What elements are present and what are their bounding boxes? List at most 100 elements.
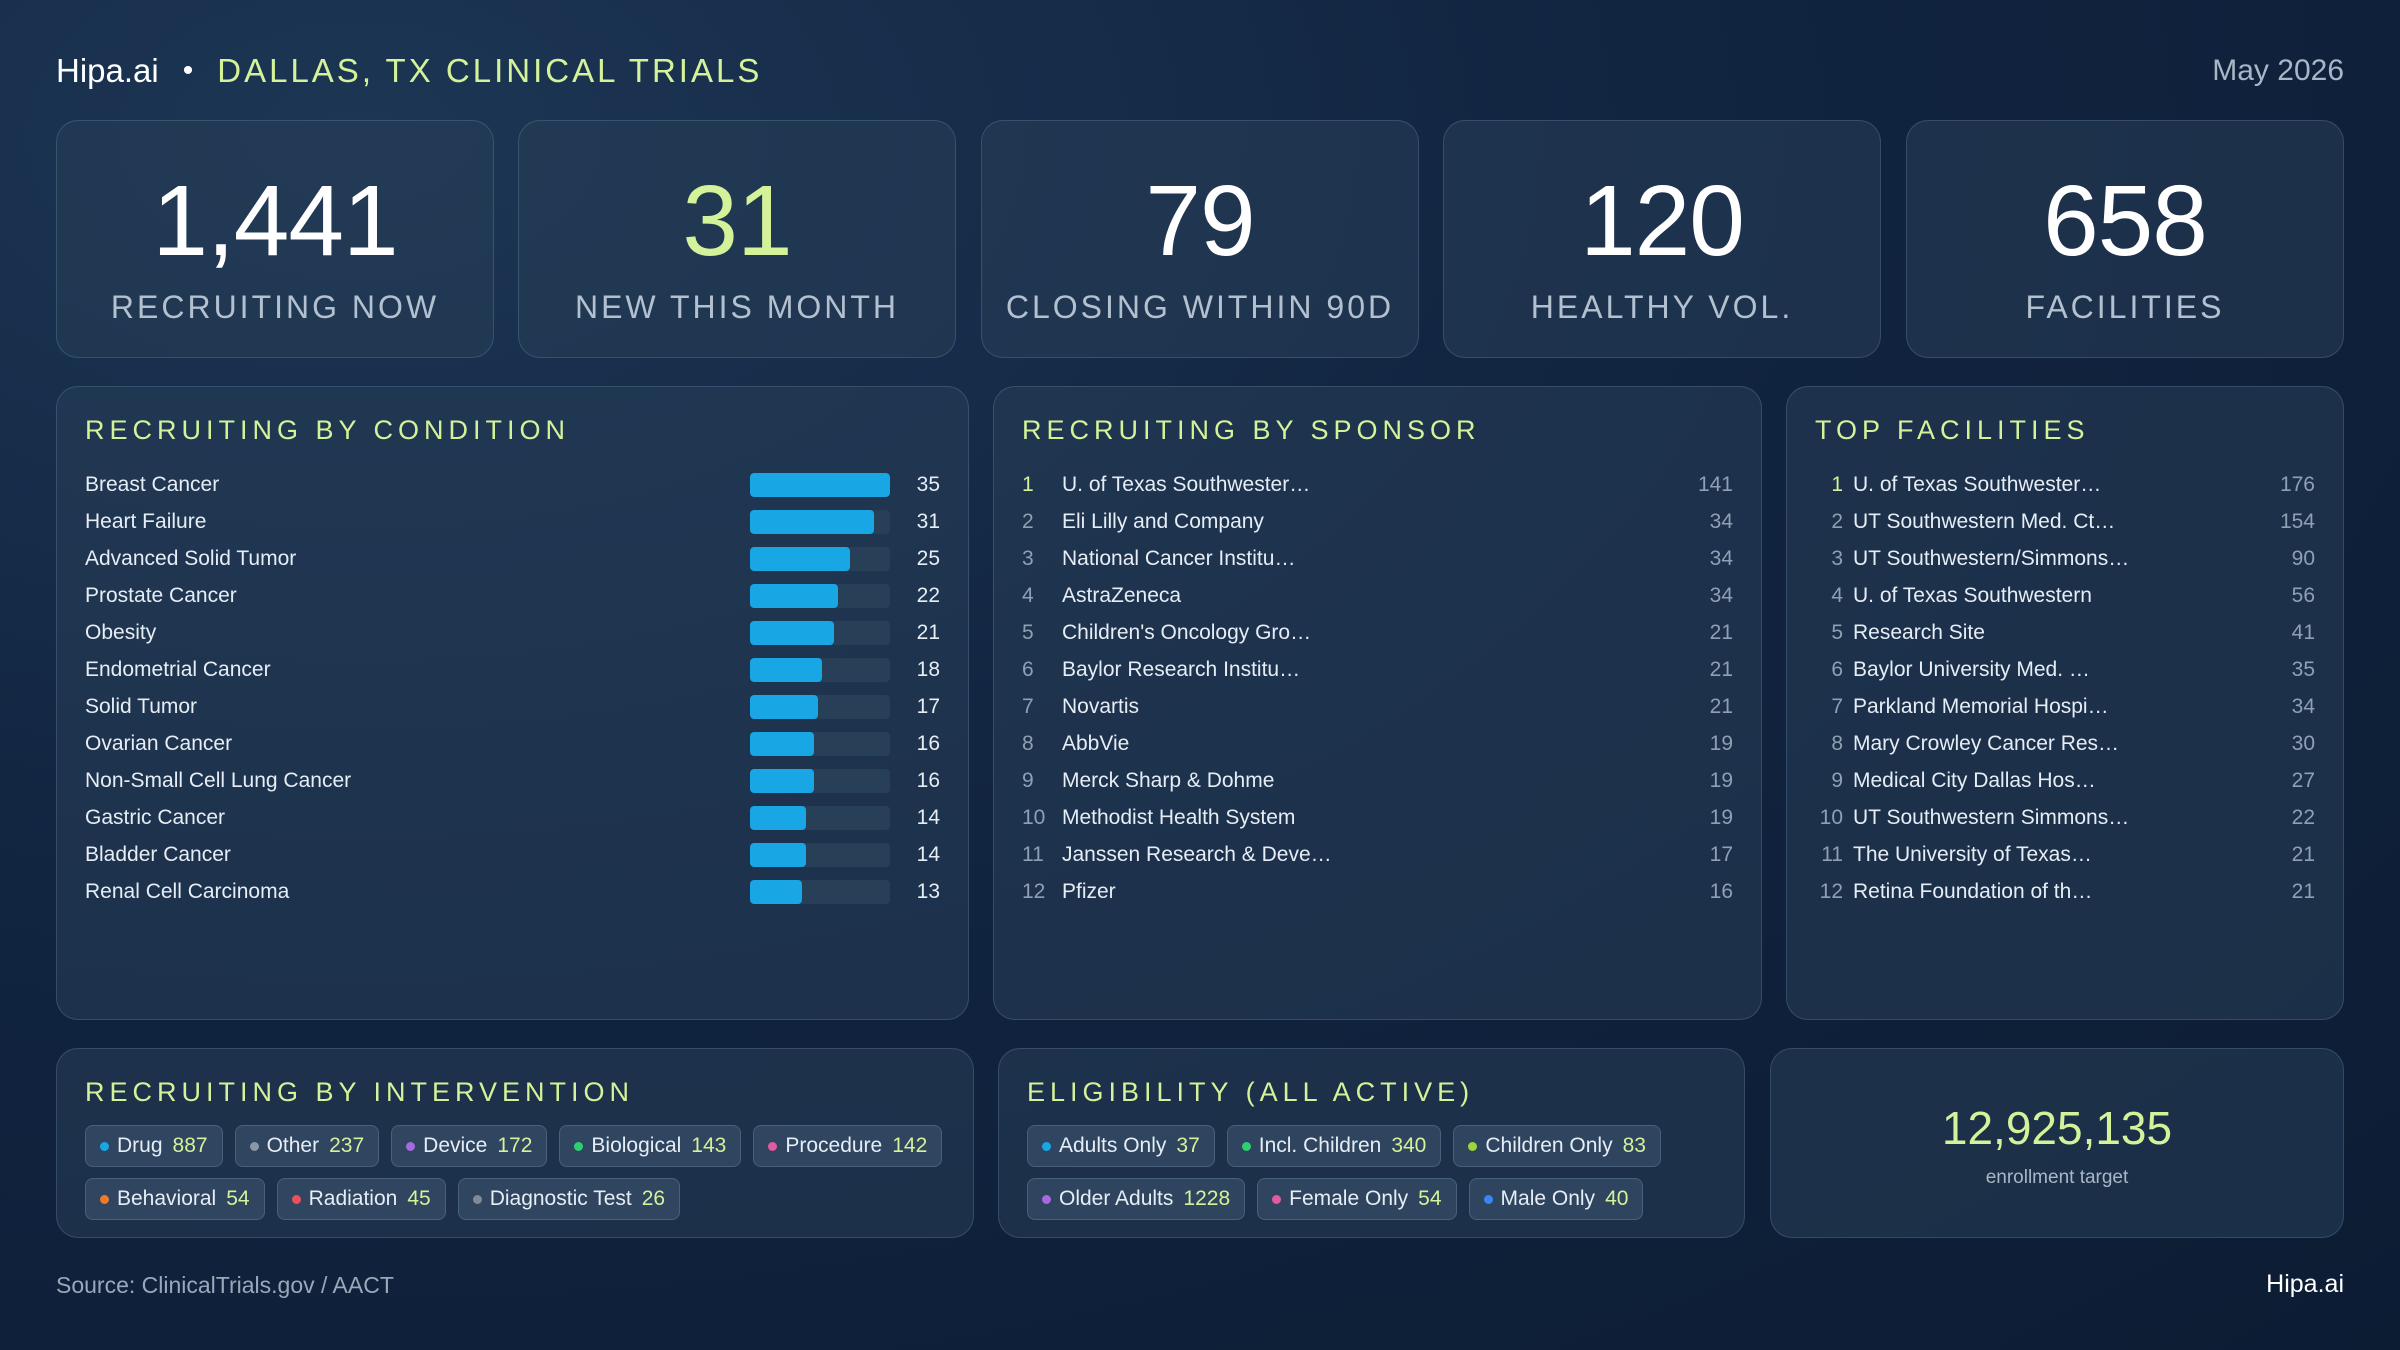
condition-row[interactable]: Non-Small Cell Lung Cancer 16 [85,762,940,799]
condition-row[interactable]: Prostate Cancer 22 [85,577,940,614]
eligibility-chips: Adults Only 37 Incl. Children 340 Children O… [1027,1125,1724,1220]
facility-row[interactable]: 5 Research Site 41 [1815,614,2315,651]
eligibility-chip[interactable]: Older Adults 1228 [1027,1178,1246,1220]
sponsor-row[interactable]: 11 Janssen Research & Deve… 17 [1022,836,1733,873]
eligibility-chip[interactable]: Children Only 83 [1453,1125,1661,1167]
condition-bar [750,731,814,756]
footer-brand[interactable]: Hipa.ai [2266,1270,2344,1298]
sponsor-row[interactable]: 8 AbbVie 19 [1022,725,1733,762]
sponsor-row[interactable]: 10 Methodist Health System 19 [1022,799,1733,836]
header-separator: • [182,54,194,87]
intervention-chip[interactable]: Device 172 [391,1125,548,1167]
sponsor-name: Merck Sharp & Dohme [1062,768,1275,792]
facility-row[interactable]: 2 UT Southwestern Med. Ct… 154 [1815,503,2315,540]
sponsor-row[interactable]: 6 Baylor Research Institu… 21 [1022,651,1733,688]
eligibility-chip[interactable]: Incl. Children 340 [1226,1125,1442,1167]
facility-rank: 12 [1819,879,1843,903]
kpi-label: HEALTHY VOL. [1530,289,1794,325]
condition-row[interactable]: Advanced Solid Tumor 25 [85,540,940,577]
sponsor-row[interactable]: 4 AstraZeneca 34 [1022,577,1733,614]
kpi-label: NEW THIS MONTH [574,289,900,325]
condition-row[interactable]: Bladder Cancer 14 [85,836,940,873]
condition-row[interactable]: Breast Cancer 35 [85,466,940,503]
condition-row[interactable]: Obesity 21 [85,614,940,651]
condition-bar-track [750,768,890,793]
condition-count: 13 [916,879,940,903]
sponsor-count: 19 [1709,805,1733,829]
facility-row[interactable]: 7 Parkland Memorial Hospi… 34 [1815,688,2315,725]
facility-row[interactable]: 8 Mary Crowley Cancer Res… 30 [1815,725,2315,762]
condition-row[interactable]: Ovarian Cancer 16 [85,725,940,762]
sponsor-rank: 1 [1022,472,1034,496]
facility-row[interactable]: 11 The University of Texas… 21 [1815,836,2315,873]
kpi-card-facilities: 658 FACILITIES [1906,120,2344,358]
footer-source: Source: ClinicalTrials.gov / AACT [56,1272,394,1298]
facility-count: 56 [2291,583,2315,607]
condition-count: 31 [916,509,940,533]
eligibility-chip[interactable]: Female Only 54 [1257,1178,1457,1220]
enrollment-value: 12,925,135 [1941,1102,2173,1154]
condition-row[interactable]: Solid Tumor 17 [85,688,940,725]
eligibility-chip[interactable]: Adults Only 37 [1027,1125,1215,1167]
kpi-label: CLOSING WITHIN 90D [1005,289,1395,325]
sponsor-row[interactable]: 12 Pfizer 16 [1022,873,1733,910]
sponsor-row[interactable]: 9 Merck Sharp & Dohme 19 [1022,762,1733,799]
sponsor-count: 21 [1709,620,1733,644]
intervention-chip[interactable]: Other 237 [234,1125,380,1167]
facility-row[interactable]: 9 Medical City Dallas Hos… 27 [1815,762,2315,799]
facility-count: 154 [2279,509,2315,533]
condition-row[interactable]: Renal Cell Carcinoma 13 [85,873,940,910]
bullet-dot-icon [1241,1141,1251,1151]
sponsor-row[interactable]: 5 Children's Oncology Gro… 21 [1022,614,1733,651]
facility-name: Parkland Memorial Hospi… [1853,694,2109,718]
condition-row[interactable]: Heart Failure 31 [85,503,940,540]
facility-rank: 5 [1831,620,1843,644]
intervention-chip[interactable]: Radiation 45 [276,1178,446,1220]
intervention-count: 237 [329,1134,365,1157]
sponsor-count: 34 [1709,546,1733,570]
facility-name: Baylor University Med. … [1853,657,2090,681]
sponsor-row[interactable]: 1 U. of Texas Southwester… 141 [1022,466,1733,503]
sponsor-name: Novartis [1062,694,1140,718]
facility-name: UT Southwestern Med. Ct… [1853,509,2116,533]
sponsor-name: Janssen Research & Deve… [1062,842,1332,866]
eligibility-count: 37 [1176,1134,1200,1157]
condition-bar-track [750,657,890,682]
intervention-label: Behavioral [117,1187,217,1210]
facility-row[interactable]: 12 Retina Foundation of th… 21 [1815,873,2315,910]
intervention-chip[interactable]: Drug 887 [85,1125,223,1167]
facility-row[interactable]: 4 U. of Texas Southwestern 56 [1815,577,2315,614]
condition-name: Prostate Cancer [85,583,237,607]
condition-bar [750,509,874,534]
sponsor-name: Pfizer [1062,879,1116,903]
condition-list: Breast Cancer 35 Heart Failure 31 Advanced S… [85,466,940,910]
facility-rank: 9 [1831,768,1843,792]
facility-count: 21 [2291,842,2315,866]
sponsor-rank: 2 [1022,509,1034,533]
intervention-chip[interactable]: Diagnostic Test 26 [457,1178,681,1220]
condition-name: Obesity [85,620,157,644]
condition-count: 14 [916,805,940,829]
facility-row[interactable]: 1 U. of Texas Southwester… 176 [1815,466,2315,503]
sponsor-row[interactable]: 2 Eli Lilly and Company 34 [1022,503,1733,540]
sponsor-rank: 10 [1022,805,1046,829]
condition-row[interactable]: Endometrial Cancer 18 [85,651,940,688]
intervention-chip[interactable]: Procedure 142 [753,1125,943,1167]
condition-row[interactable]: Gastric Cancer 14 [85,799,940,836]
intervention-label: Drug [117,1134,163,1157]
facility-row[interactable]: 3 UT Southwestern/Simmons… 90 [1815,540,2315,577]
intervention-chip[interactable]: Biological 143 [559,1125,742,1167]
brand-logo[interactable]: Hipa.ai [56,52,159,89]
intervention-count: 143 [691,1134,727,1157]
facility-row[interactable]: 6 Baylor University Med. … 35 [1815,651,2315,688]
eligibility-chip[interactable]: Male Only 40 [1468,1178,1644,1220]
sponsor-row[interactable]: 7 Novartis 21 [1022,688,1733,725]
condition-bar-track [750,583,890,608]
facility-row[interactable]: 10 UT Southwestern Simmons… 22 [1815,799,2315,836]
kpi-card-closing-within-90d: 79 CLOSING WITHIN 90D [981,120,1419,358]
sponsor-rank: 4 [1022,583,1034,607]
condition-bar [750,472,890,497]
sponsor-row[interactable]: 3 National Cancer Institu… 34 [1022,540,1733,577]
intervention-chip[interactable]: Behavioral 54 [85,1178,265,1220]
bullet-dot-icon [100,1194,109,1204]
